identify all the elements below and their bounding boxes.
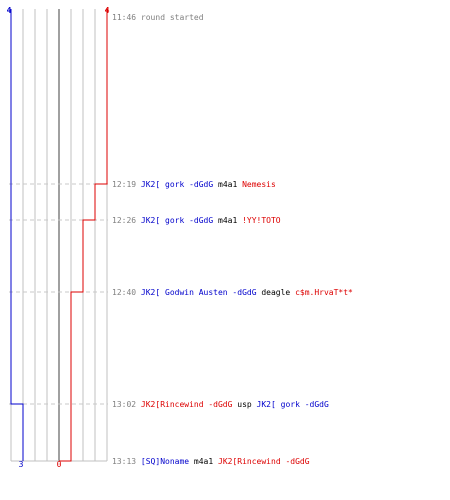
victim-name: Nemesis [242, 180, 276, 189]
event-row: 13:13 [SQ]Noname m4a1 JK2[Rincewind -dGd… [112, 457, 310, 466]
blue-start-score: 4 [7, 6, 12, 15]
event-time: 12:40 [112, 288, 136, 297]
weapon-name: usp [237, 400, 252, 409]
weapon-name: m4a1 [218, 216, 237, 225]
event-text: round started [141, 13, 204, 22]
event-guides [9, 183, 108, 405]
event-time: 13:02 [112, 400, 136, 409]
event-row: 13:02 JK2[Rincewind -dGdG usp JK2[ gork … [112, 400, 329, 409]
player-grid [10, 9, 108, 462]
event-row: 12:40 JK2[ Godwin Austen -dGdG deagle c$… [112, 288, 353, 297]
killer-name: JK2[ gork -dGdG [141, 180, 213, 189]
killer-name: JK2[Rincewind -dGdG [141, 400, 233, 409]
weapon-name: m4a1 [194, 457, 213, 466]
victim-name: c$m.HrvaT*t* [295, 288, 353, 297]
weapon-name: deagle [261, 288, 290, 297]
event-log: 11:46 round started 12:19 JK2[ gork -dGdG… [112, 13, 353, 466]
event-time: 12:19 [112, 180, 136, 189]
event-time: 13:13 [112, 457, 136, 466]
event-row: 12:19 JK2[ gork -dGdG m4a1 Nemesis [112, 180, 276, 189]
blue-team-alive-line [10, 9, 24, 461]
event-row: 11:46 round started [112, 13, 204, 22]
red-start-score: 4 [105, 6, 110, 15]
killer-name: JK2[ Godwin Austen -dGdG [141, 288, 257, 297]
weapon-name: m4a1 [218, 180, 237, 189]
killer-name: [SQ]Noname [141, 457, 189, 466]
event-row: 12:26 JK2[ gork -dGdG m4a1 !YY!TOTO [112, 216, 281, 225]
event-time: 11:46 [112, 13, 136, 22]
red-team-alive-line [59, 9, 108, 462]
event-time: 12:26 [112, 216, 136, 225]
victim-name: JK2[ gork -dGdG [257, 400, 329, 409]
red-end-score: 0 [57, 460, 62, 469]
blue-end-score: 3 [19, 460, 24, 469]
victim-name: JK2[Rincewind -dGdG [218, 457, 310, 466]
victim-name: !YY!TOTO [242, 216, 281, 225]
killer-name: JK2[ gork -dGdG [141, 216, 213, 225]
